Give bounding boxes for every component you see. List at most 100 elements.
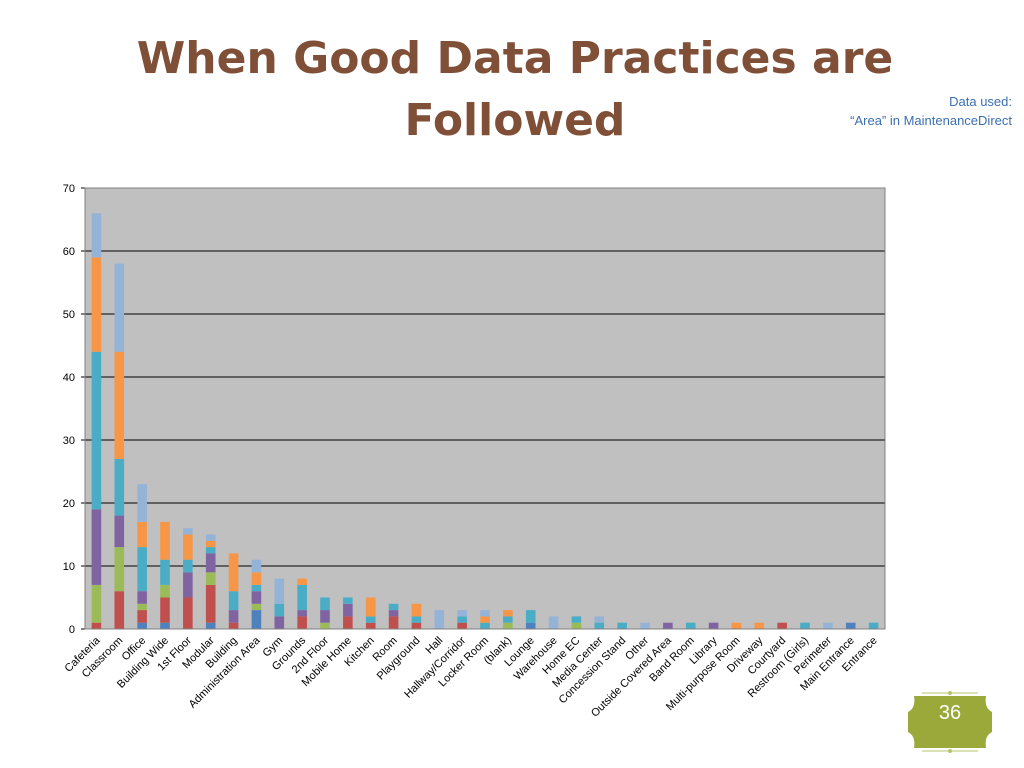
bar-segment [480, 616, 490, 623]
y-tick-label: 20 [63, 498, 75, 510]
bar-segment [525, 610, 536, 623]
bar-segment [525, 622, 536, 629]
bar-segment [137, 610, 147, 623]
bar-segment [160, 622, 170, 629]
bar-segment [617, 622, 627, 629]
bar-segment [320, 622, 330, 629]
bar-segment [365, 622, 376, 629]
bar-segment [91, 509, 102, 585]
bar-segment [205, 540, 216, 548]
bar-segment [114, 458, 125, 516]
bar-segment [274, 603, 285, 617]
bar-segment [114, 351, 125, 459]
bar-segment [457, 622, 467, 629]
bar-segment [205, 584, 216, 623]
bar-segment [457, 610, 467, 617]
bar-segment [91, 622, 102, 629]
bar-segment [823, 622, 833, 629]
bar-segment [114, 263, 125, 352]
bar-segment [137, 591, 147, 604]
bar-segment [297, 578, 307, 585]
bar-segment [777, 622, 787, 629]
y-tick-label: 70 [63, 183, 75, 195]
bar-segment [343, 603, 353, 617]
bar-segment [548, 616, 559, 629]
y-tick-label: 30 [63, 435, 75, 447]
bar-segment [137, 622, 147, 629]
bar-segment [640, 622, 650, 629]
y-tick-label: 50 [63, 309, 75, 321]
axes [84, 187, 886, 630]
bar-segment [388, 603, 399, 611]
bar-segment [228, 622, 239, 629]
bar-segment [320, 610, 330, 623]
bar-segment [754, 622, 765, 629]
bar-segment [114, 515, 125, 548]
data-source-note: Data used: “Area” in MaintenanceDirect [850, 92, 1012, 130]
bar-segment [663, 622, 673, 629]
bar-segment [91, 257, 102, 352]
bar-segment [388, 610, 399, 617]
bar-segment [480, 622, 490, 629]
bar-segment [251, 584, 262, 592]
bar-segment [731, 622, 742, 629]
bar-segment [708, 622, 719, 629]
bars [91, 213, 879, 629]
bar-segment [137, 484, 147, 522]
bar-segment [274, 578, 285, 604]
bar-segment [205, 547, 216, 554]
bar-segment [137, 603, 147, 611]
badge-shape [908, 691, 992, 753]
bar-segment [205, 553, 216, 573]
bar-segment [868, 622, 879, 629]
bar-segment [457, 616, 467, 623]
bar-segment [91, 351, 102, 510]
bar-segment [183, 597, 193, 629]
bar-segment [160, 521, 170, 560]
y-tick-labels: 0 10 20 30 40 50 60 70 [63, 183, 75, 636]
bar-segment [594, 616, 605, 623]
bar-segment [411, 622, 422, 629]
bar-segment [297, 616, 307, 629]
bar-segment [480, 610, 490, 617]
y-tick-label: 60 [63, 246, 75, 258]
y-tick-label: 0 [69, 624, 75, 636]
bar-segment [183, 572, 193, 598]
bar-segment [160, 559, 170, 585]
bar-segment [845, 622, 856, 629]
bar-segment [411, 603, 422, 617]
bar-segment [251, 559, 262, 573]
bar-segment [137, 521, 147, 548]
bar-segment [91, 213, 102, 258]
page-number-badge: 36 [906, 690, 994, 754]
bar-segment [251, 603, 262, 611]
bar-segment [114, 591, 125, 629]
bar-segment [160, 597, 170, 623]
plot-frame [84, 187, 886, 630]
bar-segment [503, 616, 513, 623]
bar-segment [228, 553, 239, 592]
data-source-note-line2: “Area” in MaintenanceDirect [850, 113, 1012, 128]
y-tick-label: 40 [63, 372, 75, 384]
page-number: 36 [938, 702, 962, 724]
bar-segment [320, 597, 330, 611]
data-source-note-line1: Data used: [949, 94, 1012, 109]
bar-segment [365, 597, 376, 617]
bar-segment [297, 610, 307, 617]
bar-segment [503, 610, 513, 617]
bar-segment [251, 572, 262, 585]
bar-segment [571, 616, 582, 623]
bar-segment [183, 534, 193, 560]
bar-segment [343, 597, 353, 604]
bar-segment [594, 622, 605, 629]
bar-segment [411, 616, 422, 623]
bar-segment [205, 572, 216, 585]
slide-title: When Good Data Practices are Followed [136, 33, 894, 146]
bar-segment [251, 610, 262, 629]
bar-segment [388, 616, 399, 629]
bar-segment [571, 622, 582, 629]
bar-segment [685, 622, 696, 629]
bar-segment [183, 528, 193, 535]
bar-segment [114, 547, 125, 592]
